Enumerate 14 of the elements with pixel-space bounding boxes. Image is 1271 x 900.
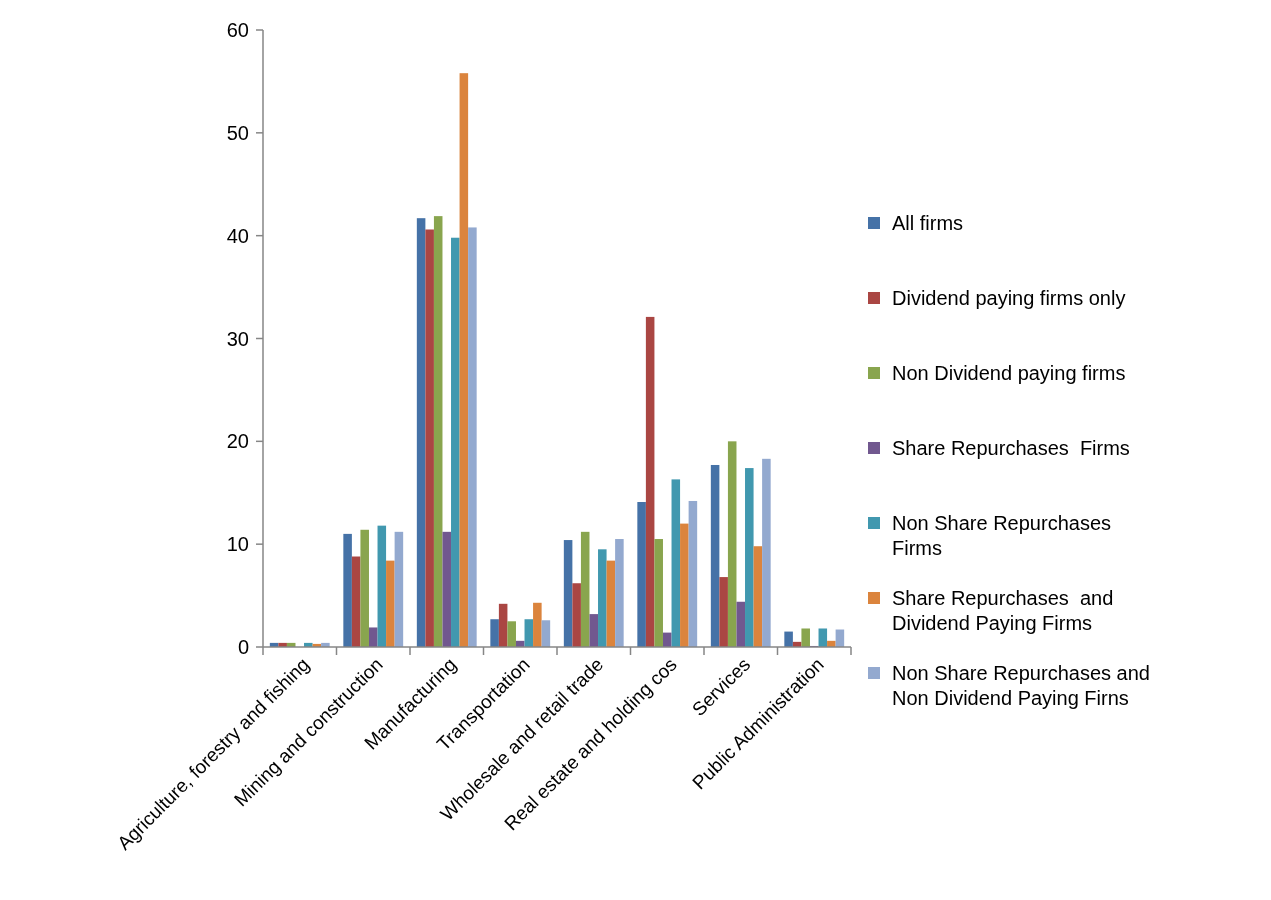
y-tick-label: 30 (226, 327, 249, 350)
legend-label: Non Share Repurchases and Non Dividend Paying Firns (892, 662, 1150, 709)
y-tick-label: 20 (226, 430, 249, 453)
y-tick-label: 50 (226, 121, 249, 144)
legend-label: Share Repurchases Firms (892, 437, 1130, 459)
legend-label: Non Share Repurchases Firms (892, 512, 1117, 559)
y-tick-label: 0 (237, 636, 249, 658)
legend-label: Share Repurchases and Dividend Paying Firms (892, 587, 1114, 634)
y-tick-label: 10 (226, 533, 249, 556)
legend-label: Non Dividend paying firms (892, 362, 1126, 384)
y-tick-label: 40 (226, 224, 249, 247)
legend-label: All firms (892, 212, 964, 234)
y-tick-label: 60 (226, 19, 249, 41)
legend-label: Dividend paying firms only (892, 287, 1126, 309)
